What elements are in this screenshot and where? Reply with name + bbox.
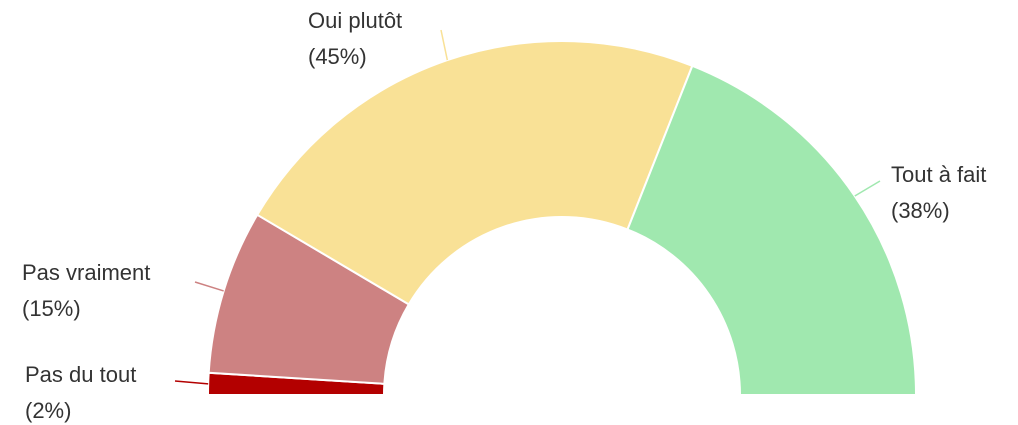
slice: [255, 40, 694, 306]
slice-label: Pas du tout: [25, 362, 136, 387]
slice-label: Oui plutôt: [308, 8, 402, 33]
leader-line: [194, 281, 224, 292]
slice-value-label: (15%): [22, 296, 81, 321]
slice-label: Pas vraiment: [22, 260, 150, 285]
slice-label: Tout à fait: [891, 162, 986, 187]
leader-line: [174, 380, 209, 385]
slice-value-label: (2%): [25, 398, 71, 423]
leader-line: [440, 29, 449, 61]
slice: [626, 64, 918, 396]
leader-line: [854, 180, 881, 197]
slice-value-label: (45%): [308, 44, 367, 69]
slice-value-label: (38%): [891, 198, 950, 223]
